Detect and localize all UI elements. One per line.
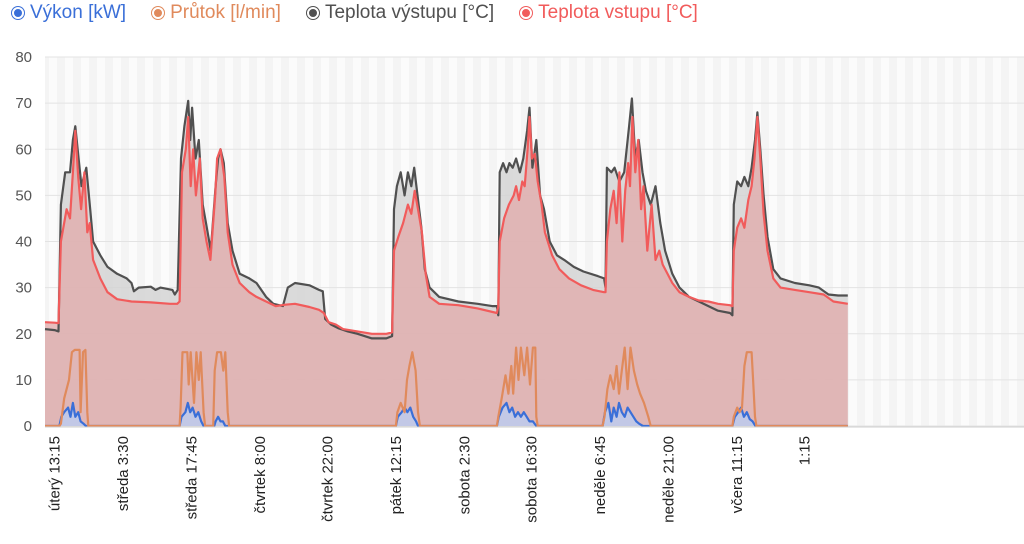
legend-label: Teplota výstupu [°C]: [324, 2, 495, 23]
legend-marker-icon: [12, 7, 24, 19]
legend-label: Výkon [kW]: [30, 2, 127, 23]
x-tick-label: čtvrtek 22:00: [319, 436, 336, 522]
x-tick-label: 1:15: [797, 436, 814, 465]
legend-marker-icon: [152, 7, 165, 19]
legend-item[interactable]: Výkon [kW]: [12, 1, 126, 25]
legend-item[interactable]: Průtok [l/min]: [152, 1, 281, 25]
x-tick-label: sobota 16:30: [524, 436, 541, 523]
x-tick-label: úterý 13:15: [47, 436, 64, 511]
x-tick-label: pátek 12:15: [388, 436, 405, 514]
x-tick-label: včera 11:15: [729, 436, 746, 513]
legend: Výkon [kW] Průtok [l/min] Teplota výstupu …: [0, 0, 712, 26]
legend-item[interactable]: Teplota vstupu [°C]: [520, 1, 698, 25]
x-tick-label: středa 17:45: [184, 436, 201, 519]
series-area-teplota-vstupu: [45, 117, 848, 426]
series-fills: [45, 98, 848, 426]
legend-marker-icon: [520, 7, 533, 19]
legend-item[interactable]: Teplota výstupu [°C]: [306, 1, 495, 25]
x-tick-label: neděle 6:45: [592, 436, 609, 514]
legend-label: Průtok [l/min]: [170, 2, 281, 23]
series-line-prutok: [45, 346, 848, 428]
y-tick-label: 30: [15, 280, 32, 297]
y-tick-label: 80: [15, 49, 32, 66]
legend-marker-icon: [306, 7, 319, 19]
y-tick-label: 10: [15, 372, 32, 389]
y-tick-label: 0: [24, 418, 32, 435]
y-tick-label: 40: [15, 234, 32, 251]
y-tick-label: 50: [15, 187, 32, 204]
y-tick-label: 20: [15, 326, 32, 343]
x-tick-label: neděle 21:00: [661, 436, 678, 523]
x-axis: úterý 13:15 středa 3:30 středa 17:45 čtvrte…: [45, 426, 1024, 523]
x-tick-label: středa 3:30: [115, 436, 132, 511]
legend-label: Teplota vstupu [°C]: [538, 2, 698, 23]
series-lines: [44, 97, 848, 428]
series-line-teplota-vstupu: [44, 115, 848, 335]
x-tick-label: čtvrtek 8:00: [252, 436, 269, 514]
x-tick-label: sobota 2:30: [456, 436, 473, 514]
y-tick-label: 70: [15, 95, 32, 112]
y-axis: 0 10 20 30 40 50 60 70 80: [15, 49, 32, 435]
y-tick-label: 60: [15, 141, 32, 158]
